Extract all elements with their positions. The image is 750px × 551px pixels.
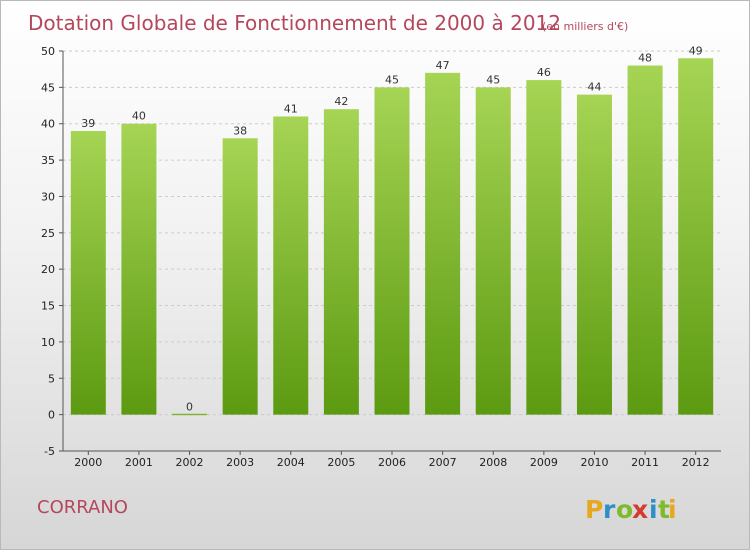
data-label: 45 [385, 73, 399, 86]
y-tick-label: 5 [48, 372, 55, 385]
bar-2012 [678, 58, 714, 415]
y-tick-label: -5 [44, 445, 55, 458]
bar-2002 [172, 413, 208, 416]
x-axis: 2000 2001 2002 2003 2004 2005 2006 2007 2008 2009… [63, 450, 721, 469]
logo-letter: i [668, 495, 677, 524]
data-label: 39 [81, 117, 95, 130]
data-labels: 39 40 0 38 41 42 45 47 45 46 44 48 49 [81, 44, 702, 413]
x-tick-label: 2008 [479, 456, 507, 469]
x-tick-label: 2011 [631, 456, 659, 469]
bar-2001 [121, 123, 157, 415]
x-tick-label: 2004 [277, 456, 305, 469]
y-tick-label: 45 [41, 81, 55, 94]
y-tick-label: 40 [41, 118, 55, 131]
bar-2004 [273, 116, 309, 415]
data-label: 45 [486, 73, 500, 86]
bar-2010 [576, 94, 612, 415]
logo-letter: t [658, 495, 670, 524]
commune-name: CORRANO [37, 497, 128, 518]
y-tick-label: 10 [41, 336, 55, 349]
data-label: 47 [436, 59, 450, 72]
logo-letter: x [632, 495, 648, 524]
bars [70, 58, 714, 416]
data-label: 38 [233, 124, 247, 137]
x-tick-label: 2006 [378, 456, 406, 469]
logo-letter: r [603, 495, 616, 524]
data-label: 46 [537, 66, 551, 79]
data-label: 40 [132, 110, 146, 123]
x-tick-label: 2002 [176, 456, 204, 469]
data-label: 44 [587, 81, 601, 94]
y-tick-label: 30 [41, 190, 55, 203]
data-label: 41 [284, 102, 298, 115]
bar-2003 [222, 138, 258, 415]
bar-2008 [475, 87, 511, 415]
bar-2007 [425, 72, 461, 415]
y-tick-label: 50 [41, 45, 55, 58]
chart-title: Dotation Globale de Fonctionnement de 20… [28, 11, 561, 35]
bar-2006 [374, 87, 410, 415]
x-tick-label: 2001 [125, 456, 153, 469]
x-tick-label: 2003 [226, 456, 254, 469]
bar-2011 [627, 65, 663, 415]
logo-letter: i [649, 495, 658, 524]
y-tick-label: 0 [48, 409, 55, 422]
logo-letter: P [585, 495, 603, 524]
x-tick-label: 2012 [682, 456, 710, 469]
x-tick-label: 2000 [74, 456, 102, 469]
y-tick-label: 20 [41, 263, 55, 276]
y-tick-label: 15 [41, 300, 55, 313]
x-tick-label: 2009 [530, 456, 558, 469]
x-tick-label: 2010 [580, 456, 608, 469]
y-tick-label: 25 [41, 227, 55, 240]
data-label: 49 [689, 44, 703, 57]
y-axis: -5 0 5 10 15 20 25 30 35 40 45 50 [41, 45, 64, 458]
bar-2000 [70, 131, 106, 415]
data-label: 48 [638, 52, 652, 65]
y-tick-label: 35 [41, 154, 55, 167]
bar-2005 [323, 109, 359, 415]
data-label: 0 [186, 401, 193, 414]
data-label: 42 [334, 95, 348, 108]
logo-letter: o [616, 495, 633, 524]
x-tick-label: 2007 [429, 456, 457, 469]
bar-2009 [526, 80, 562, 415]
chart-unit: (en milliers d'€) [542, 20, 628, 33]
x-tick-label: 2005 [327, 456, 355, 469]
